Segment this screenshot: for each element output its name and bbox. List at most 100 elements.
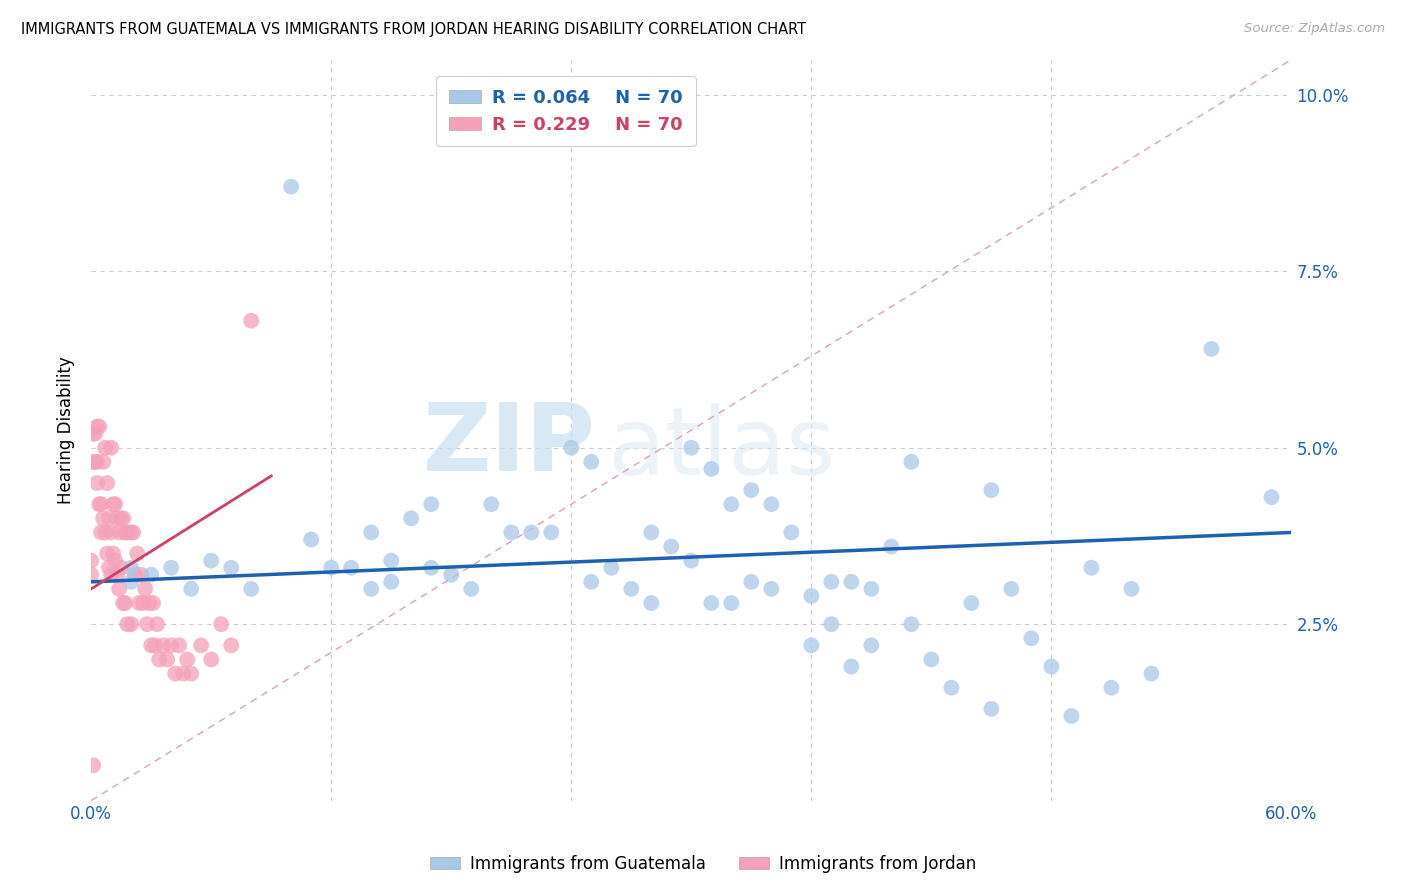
Point <box>120 617 142 632</box>
Point <box>560 441 582 455</box>
Point <box>440 567 463 582</box>
Point <box>84 455 107 469</box>
Point <box>761 582 783 596</box>
Point <box>100 567 122 582</box>
Point <box>900 455 922 469</box>
Point <box>980 483 1002 497</box>
Point <box>80 554 103 568</box>
Point <box>360 582 382 596</box>
Point <box>148 652 170 666</box>
Point <box>160 638 183 652</box>
Point <box>860 638 883 652</box>
Legend: Immigrants from Guatemala, Immigrants from Jordan: Immigrants from Guatemala, Immigrants fr… <box>423 848 983 880</box>
Point <box>112 596 135 610</box>
Point <box>114 525 136 540</box>
Legend: R = 0.064    N = 70, R = 0.229    N = 70: R = 0.064 N = 70, R = 0.229 N = 70 <box>436 76 696 146</box>
Point <box>640 596 662 610</box>
Point <box>108 525 131 540</box>
Point <box>101 547 124 561</box>
Point <box>105 511 128 525</box>
Point <box>581 455 603 469</box>
Point <box>1040 659 1063 673</box>
Point <box>420 560 443 574</box>
Point <box>122 525 145 540</box>
Text: atlas: atlas <box>607 402 835 495</box>
Point <box>360 525 382 540</box>
Point <box>820 617 842 632</box>
Point <box>96 547 118 561</box>
Point <box>720 596 742 610</box>
Point <box>860 582 883 596</box>
Point <box>941 681 963 695</box>
Point <box>180 666 202 681</box>
Point <box>165 666 187 681</box>
Point <box>1121 582 1143 596</box>
Point <box>124 567 146 582</box>
Point <box>176 652 198 666</box>
Point <box>172 666 194 681</box>
Point <box>96 476 118 491</box>
Point <box>120 560 142 574</box>
Point <box>98 511 121 525</box>
Point <box>82 758 104 772</box>
Point <box>600 560 623 574</box>
Point <box>280 179 302 194</box>
Point <box>700 462 723 476</box>
Point <box>820 574 842 589</box>
Point <box>90 497 112 511</box>
Point <box>520 525 543 540</box>
Point <box>114 596 136 610</box>
Point <box>640 525 662 540</box>
Point <box>880 540 903 554</box>
Point <box>720 497 742 511</box>
Point <box>841 574 863 589</box>
Point <box>142 596 165 610</box>
Point <box>209 617 232 632</box>
Point <box>108 582 131 596</box>
Point <box>141 567 163 582</box>
Point <box>94 525 117 540</box>
Point <box>132 596 155 610</box>
Point <box>1021 632 1043 646</box>
Point <box>659 540 682 554</box>
Point <box>90 525 112 540</box>
Point <box>110 560 132 574</box>
Point <box>1080 560 1102 574</box>
Point <box>141 638 163 652</box>
Point <box>200 554 222 568</box>
Point <box>94 441 117 455</box>
Point <box>89 419 111 434</box>
Point <box>800 638 823 652</box>
Point <box>156 652 179 666</box>
Point <box>120 574 142 589</box>
Point <box>129 567 152 582</box>
Point <box>460 582 482 596</box>
Point <box>479 497 502 511</box>
Point <box>115 617 138 632</box>
Point <box>219 638 242 652</box>
Point <box>82 455 104 469</box>
Point <box>780 525 803 540</box>
Point <box>960 596 983 610</box>
Point <box>86 419 108 434</box>
Point <box>100 525 122 540</box>
Point <box>100 441 122 455</box>
Point <box>180 582 202 596</box>
Point <box>120 525 142 540</box>
Text: Source: ZipAtlas.com: Source: ZipAtlas.com <box>1244 22 1385 36</box>
Point <box>920 652 942 666</box>
Point <box>115 525 138 540</box>
Point <box>86 476 108 491</box>
Point <box>540 525 562 540</box>
Point <box>86 455 108 469</box>
Point <box>219 560 242 574</box>
Y-axis label: Hearing Disability: Hearing Disability <box>58 356 75 504</box>
Point <box>681 554 703 568</box>
Point <box>1260 490 1282 504</box>
Point <box>82 426 104 441</box>
Text: IMMIGRANTS FROM GUATEMALA VS IMMIGRANTS FROM JORDAN HEARING DISABILITY CORRELATI: IMMIGRANTS FROM GUATEMALA VS IMMIGRANTS … <box>21 22 806 37</box>
Point <box>84 426 107 441</box>
Point <box>700 596 723 610</box>
Point <box>800 589 823 603</box>
Point <box>420 497 443 511</box>
